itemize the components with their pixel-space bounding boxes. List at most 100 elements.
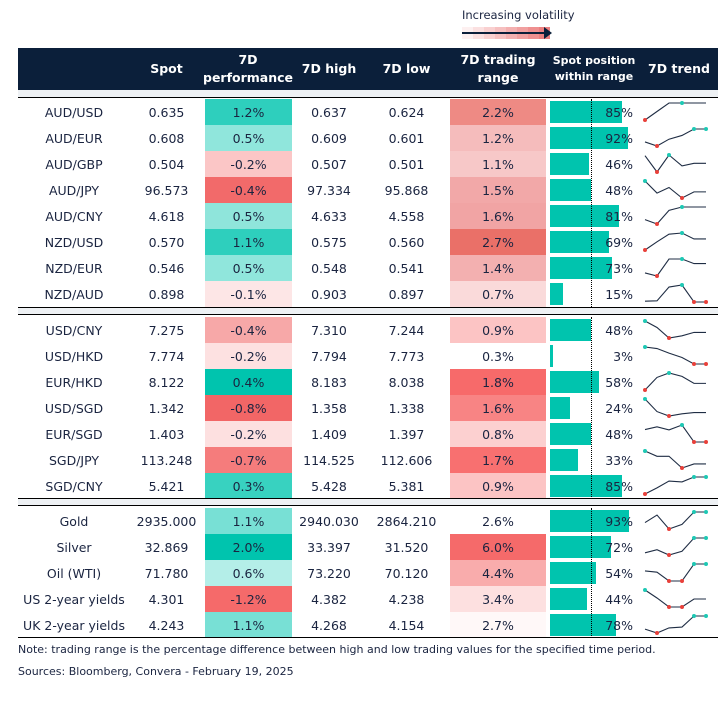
midpoint-line (591, 317, 592, 499)
trend-high-marker (643, 179, 647, 183)
trend-high-marker (643, 345, 647, 349)
instrument-name: AUD/USD (44, 104, 104, 120)
perf-value: 0.6% (232, 565, 265, 581)
position-bar (550, 475, 623, 497)
perf-cell-bg (205, 125, 292, 151)
trend-line (644, 424, 706, 443)
trend-high-marker (692, 127, 696, 131)
position-value: 46% (605, 156, 633, 172)
high-value: 0.903 (311, 286, 347, 302)
instrument-name: SGD/JPY (48, 452, 100, 468)
perf-cell-bg (205, 151, 292, 177)
instrument-name: AUD/CNY (45, 208, 103, 224)
range-value: 1.5% (482, 182, 514, 198)
perf-cell-bg (205, 369, 292, 395)
trend-line (644, 258, 706, 277)
spot-value: 0.635 (148, 104, 185, 120)
header-low: 7D low (382, 61, 431, 76)
perf-cell-bg (205, 177, 292, 203)
range-value: 0.8% (482, 426, 514, 442)
range-value: 1.2% (482, 130, 514, 146)
instrument-name: NZD/EUR (45, 260, 103, 276)
trend-sparkline (643, 101, 706, 122)
range-cell-bg (450, 447, 546, 473)
low-value: 4.558 (388, 208, 425, 224)
high-value: 73.220 (307, 565, 351, 581)
trend-high-marker (643, 449, 647, 453)
high-value: 2940.030 (299, 513, 359, 529)
table-row: EUR/SGD 1.403 -0.2% 1.409 1.397 0.8% 48% (18, 421, 718, 447)
trend-sparkline (644, 257, 706, 278)
low-value: 7.773 (388, 348, 425, 364)
perf-value: -0.7% (230, 452, 267, 468)
position-bar (550, 614, 617, 636)
trend-sparkline (644, 283, 708, 304)
table-row: NZD/EUR 0.546 0.5% 0.548 0.541 1.4% 73% (18, 255, 718, 281)
trend-low-marker (643, 388, 647, 392)
instrument-name: EUR/HKD (45, 374, 103, 390)
trend-low-marker (704, 440, 708, 444)
trend-line (644, 346, 706, 365)
range-cell-bg (450, 177, 546, 203)
perf-value: 0.4% (232, 374, 265, 390)
position-value: 48% (605, 182, 633, 198)
spot-value: 32.869 (144, 539, 189, 555)
trend-sparkline (643, 179, 706, 200)
high-value: 1.358 (311, 400, 347, 416)
perf-value: -0.8% (230, 400, 267, 416)
trend-low-marker (655, 631, 659, 635)
position-bar (550, 510, 630, 532)
position-value: 85% (605, 104, 633, 120)
volatility-legend-label: Increasing volatility (462, 8, 575, 22)
spot-value: 7.774 (148, 348, 185, 364)
position-bar (550, 257, 613, 279)
range-cell-bg (450, 317, 546, 343)
trend-high-marker (704, 475, 708, 479)
position-bar (550, 205, 619, 227)
perf-cell-bg (205, 281, 292, 307)
trend-high-marker (680, 101, 684, 105)
trend-low-marker (692, 362, 696, 366)
trend-sparkline (643, 231, 706, 252)
trend-line (644, 284, 706, 303)
spot-value: 0.608 (148, 130, 185, 146)
perf-cell-bg (205, 395, 292, 421)
header-high: 7D high (301, 61, 357, 76)
table-row: US 2-year yields 4.301 -1.2% 4.382 4.238… (18, 586, 718, 612)
range-value: 2.6% (482, 513, 514, 529)
high-value: 0.575 (311, 234, 347, 250)
range-value: 2.7% (482, 234, 514, 250)
low-value: 0.601 (388, 130, 425, 146)
range-value: 2.7% (482, 617, 514, 633)
group-separator (18, 498, 718, 506)
trend-sparkline (644, 127, 708, 148)
instrument-name: AUD/JPY (48, 182, 100, 198)
low-value: 0.624 (388, 104, 425, 120)
range-cell-bg (450, 343, 546, 369)
spot-value: 1.342 (148, 400, 185, 416)
trend-low-marker (643, 118, 647, 122)
high-value: 4.268 (311, 617, 347, 633)
trend-sparkline (644, 205, 706, 226)
high-value: 5.428 (311, 478, 347, 494)
trend-high-marker (704, 562, 708, 566)
trend-line (644, 320, 706, 339)
table-row: Oil (WTI) 71.780 0.6% 73.220 70.120 4.4%… (18, 560, 718, 586)
instrument-name: AUD/GBP (45, 156, 103, 172)
low-value: 5.381 (388, 478, 425, 494)
trend-high-marker (680, 423, 684, 427)
high-value: 7.794 (311, 348, 347, 364)
range-value: 1.1% (482, 156, 514, 172)
range-value: 0.9% (482, 322, 514, 338)
midpoint-line (591, 99, 592, 307)
instrument-name: NZD/AUD (44, 286, 104, 302)
trend-line (644, 154, 706, 173)
perf-cell-bg (205, 421, 292, 447)
header-perf: 7D performance (203, 52, 294, 85)
trend-line (644, 589, 706, 608)
perf-cell-bg (205, 99, 292, 125)
perf-value: -0.2% (230, 348, 267, 364)
trend-line (644, 372, 706, 391)
table-row: AUD/USD 0.635 1.2% 0.637 0.624 2.2% 85% (18, 99, 718, 125)
position-bar (550, 536, 612, 558)
